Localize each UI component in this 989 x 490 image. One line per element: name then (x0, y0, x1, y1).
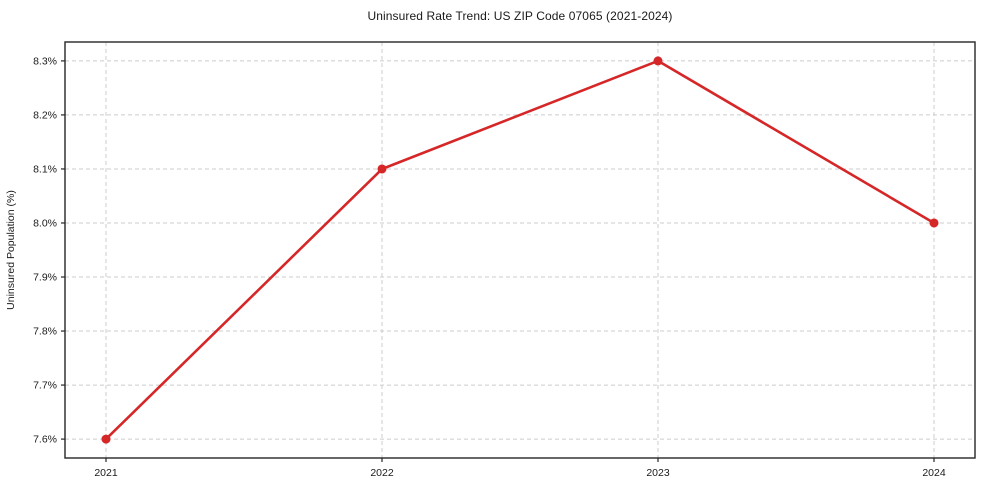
y-tick-label: 7.6% (33, 434, 57, 446)
trend-line (104, 59, 936, 441)
x-tick-label: 2021 (94, 467, 118, 479)
data-point-marker (653, 56, 663, 66)
y-axis-label: Uninsured Population (%) (5, 190, 17, 310)
data-point-marker (101, 434, 111, 444)
data-point-marker (377, 164, 387, 174)
y-tick-label: 8.3% (33, 55, 57, 67)
chart-title: Uninsured Rate Trend: US ZIP Code 07065 … (367, 9, 673, 23)
data-point-marker (929, 218, 939, 228)
x-tick-label: 2024 (922, 467, 946, 479)
y-tick-label: 7.9% (33, 272, 57, 284)
y-tick-label: 8.0% (33, 217, 57, 229)
y-tick-label: 8.2% (33, 109, 57, 121)
y-tick-label: 7.8% (33, 326, 57, 338)
plot-frame (64, 41, 976, 459)
y-tick-label: 7.7% (33, 380, 57, 392)
x-tick-label: 2023 (646, 467, 670, 479)
y-tick-label: 8.1% (33, 163, 57, 175)
x-tick-label: 2022 (370, 467, 394, 479)
